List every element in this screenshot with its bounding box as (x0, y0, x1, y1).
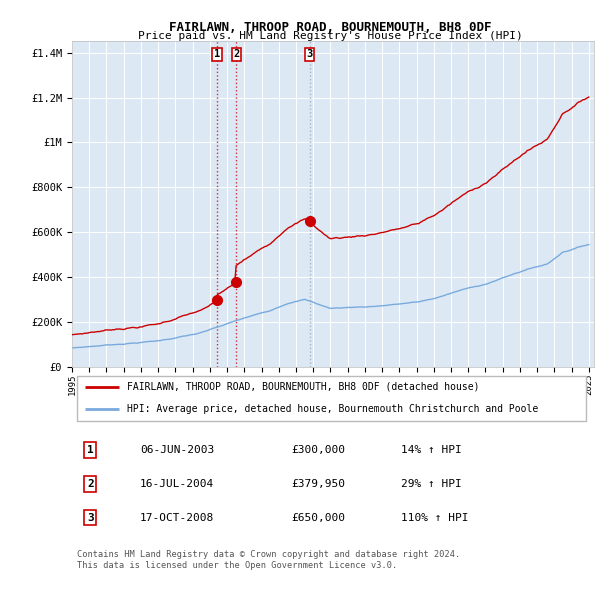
Text: 3: 3 (87, 513, 94, 523)
Text: £379,950: £379,950 (291, 479, 345, 489)
Text: 16-JUL-2004: 16-JUL-2004 (140, 479, 214, 489)
Text: £650,000: £650,000 (291, 513, 345, 523)
Text: FAIRLAWN, THROOP ROAD, BOURNEMOUTH, BH8 0DF: FAIRLAWN, THROOP ROAD, BOURNEMOUTH, BH8 … (169, 21, 491, 34)
FancyBboxPatch shape (77, 376, 586, 421)
Text: Contains HM Land Registry data © Crown copyright and database right 2024.
This d: Contains HM Land Registry data © Crown c… (77, 550, 460, 569)
Text: £300,000: £300,000 (291, 445, 345, 455)
Text: HPI: Average price, detached house, Bournemouth Christchurch and Poole: HPI: Average price, detached house, Bour… (127, 404, 538, 414)
Text: 1: 1 (214, 50, 220, 60)
Text: 2: 2 (233, 50, 239, 60)
Text: Price paid vs. HM Land Registry's House Price Index (HPI): Price paid vs. HM Land Registry's House … (137, 31, 523, 41)
Text: 110% ↑ HPI: 110% ↑ HPI (401, 513, 469, 523)
Text: 14% ↑ HPI: 14% ↑ HPI (401, 445, 461, 455)
Text: 17-OCT-2008: 17-OCT-2008 (140, 513, 214, 523)
Text: 06-JUN-2003: 06-JUN-2003 (140, 445, 214, 455)
Text: 2: 2 (87, 479, 94, 489)
Text: FAIRLAWN, THROOP ROAD, BOURNEMOUTH, BH8 0DF (detached house): FAIRLAWN, THROOP ROAD, BOURNEMOUTH, BH8 … (127, 382, 479, 392)
Text: 29% ↑ HPI: 29% ↑ HPI (401, 479, 461, 489)
Text: 1: 1 (87, 445, 94, 455)
Text: 3: 3 (307, 50, 313, 60)
